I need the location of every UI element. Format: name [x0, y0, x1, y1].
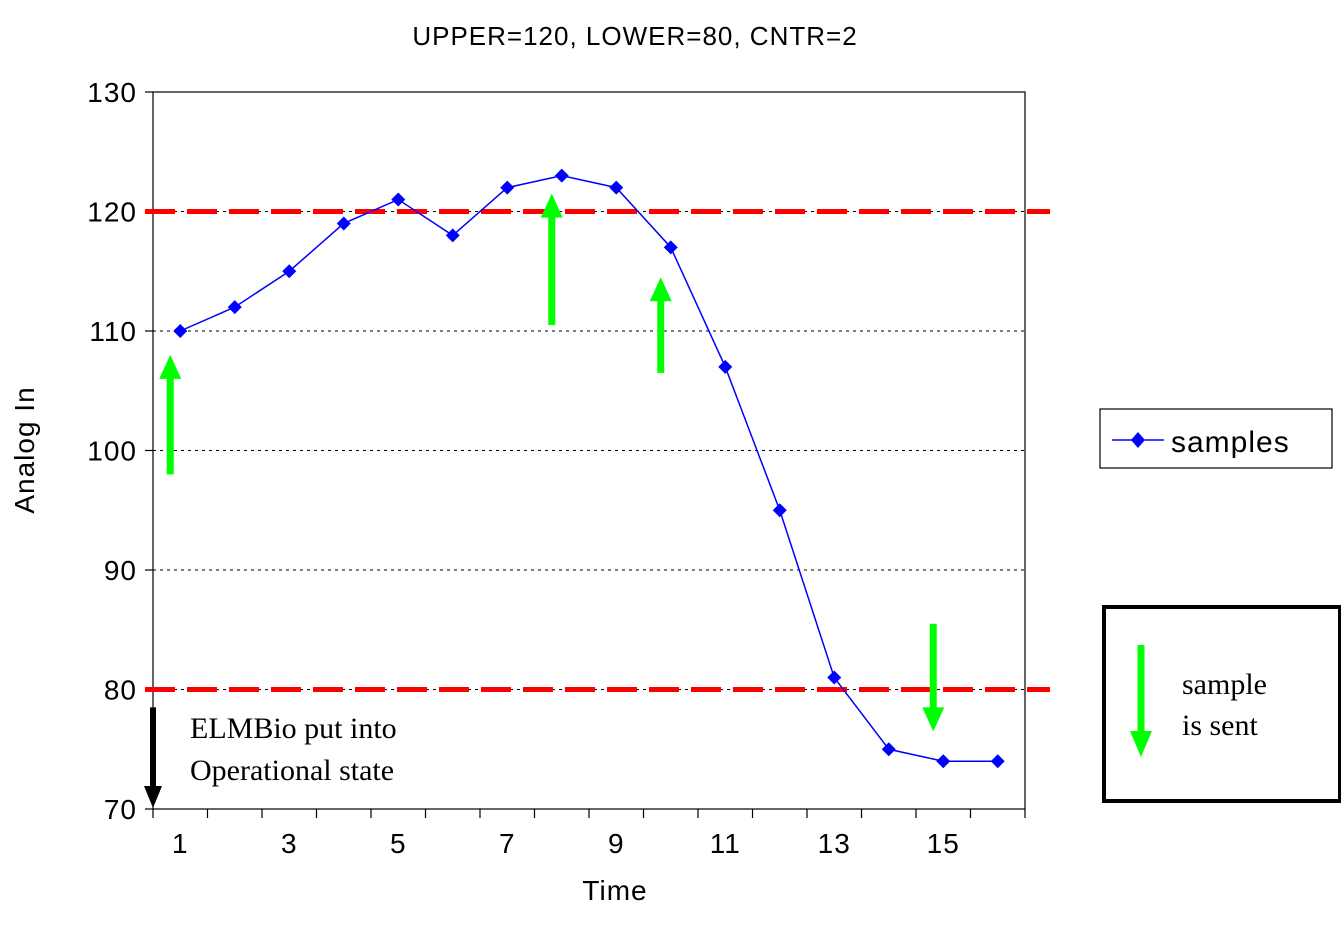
- y-tick-label-90: 90: [104, 555, 137, 586]
- legend-label: samples: [1171, 426, 1290, 459]
- y-tick-label-80: 80: [104, 675, 137, 706]
- series-line-samples: [179, 174, 998, 762]
- sent-arrow-1: [159, 354, 182, 475]
- start-arrow-head: [144, 786, 162, 808]
- data-point-11: [718, 359, 733, 374]
- sent-arrow-4: [922, 623, 945, 732]
- x-tick-label-15: 15: [927, 828, 960, 859]
- x-tick-label-9: 9: [608, 828, 625, 859]
- key-label-line-2: is sent: [1182, 709, 1259, 742]
- annotation-line-1: ELMBio put into: [190, 712, 397, 745]
- y-tick-label-100: 100: [87, 436, 137, 467]
- data-point-10: [663, 240, 678, 255]
- data-point-8: [554, 168, 569, 183]
- key-box-frame: [1102, 605, 1341, 803]
- legend: samples: [1099, 408, 1333, 469]
- data-point-16: [990, 754, 1005, 769]
- gridlines: [153, 211, 1025, 690]
- key-label-line-1: sample: [1182, 668, 1267, 701]
- sent-arrow-3: [649, 277, 672, 373]
- legend-marker-diamond: [1131, 432, 1145, 448]
- key-box: sample is sent: [1102, 605, 1341, 803]
- chart-title: UPPER=120, LOWER=80, CNTR=2: [412, 21, 857, 51]
- y-axis-label: Analog In: [9, 386, 40, 513]
- key-arrow-head: [1130, 731, 1152, 757]
- x-tick-label-3: 3: [281, 828, 298, 859]
- sent-arrow-head: [922, 707, 945, 732]
- x-tick-label-1: 1: [172, 828, 189, 859]
- sent-arrow-head: [649, 277, 672, 302]
- x-tick-label-7: 7: [499, 828, 516, 859]
- data-point-15: [936, 754, 951, 769]
- annotation-line-2: Operational state: [190, 754, 394, 787]
- y-tick-label-120: 120: [87, 197, 137, 228]
- sent-arrow-2: [540, 193, 563, 326]
- x-tick-label-11: 11: [710, 828, 741, 859]
- y-tick-label-70: 70: [104, 794, 137, 825]
- y-tick-label-110: 110: [89, 316, 137, 347]
- data-point-14: [881, 742, 896, 757]
- data-point-6: [445, 228, 460, 243]
- data-point-7: [500, 180, 515, 195]
- data-point-3: [282, 264, 297, 279]
- data-point-2: [227, 300, 242, 315]
- legend-box: [1099, 408, 1333, 469]
- x-tick-label-13: 13: [818, 828, 851, 859]
- data-point-12: [772, 503, 787, 518]
- x-tick-label-5: 5: [390, 828, 407, 859]
- operational-start-arrow: [144, 707, 162, 808]
- data-point-13: [827, 670, 842, 685]
- data-point-4: [336, 216, 351, 231]
- data-point-1: [173, 324, 188, 338]
- data-point-9: [609, 180, 624, 195]
- x-axis-label: Time: [582, 875, 647, 906]
- threshold-lines: [145, 209, 1050, 692]
- sent-arrow-head: [159, 354, 182, 379]
- sent-arrow-head: [540, 193, 563, 218]
- y-tick-label-130: 130: [87, 77, 137, 108]
- sent-arrows: [159, 193, 945, 732]
- data-point-5: [391, 192, 406, 207]
- series-samples: [173, 168, 1005, 769]
